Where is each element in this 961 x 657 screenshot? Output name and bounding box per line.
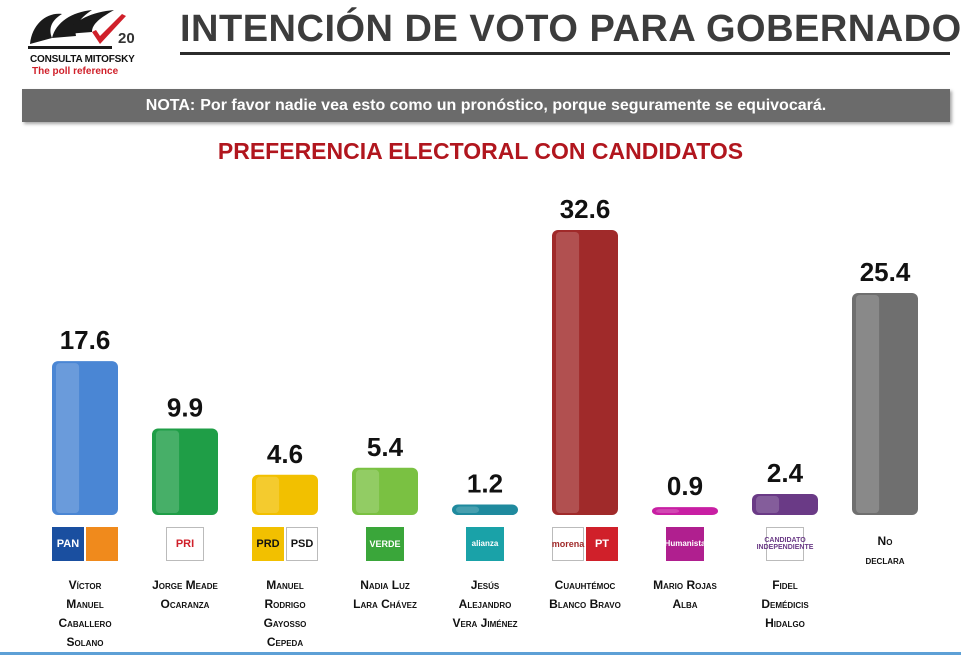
- candidate-name-line: Mario Rojas: [653, 578, 717, 592]
- mitofsky-logo: 20 CONSULTA MITOFSKY The poll reference: [22, 4, 157, 82]
- bar-highlight-1: [56, 363, 80, 513]
- candidate-name-1: Víctor Manuel Caballero Solano: [35, 576, 135, 652]
- header: 20 CONSULTA MITOFSKY The poll reference …: [0, 0, 961, 85]
- candidate-name-5: Jesús Alejandro Vera Jiménez: [435, 576, 535, 633]
- nueva-alianza-logo: alianza: [466, 527, 504, 561]
- bar-9: [852, 292, 918, 515]
- candidate-name-line: No: [877, 534, 893, 548]
- bar-highlight-3: [256, 476, 280, 513]
- candidate-name-line: Vera Jiménez: [452, 616, 518, 630]
- bar-highlight-7: [656, 509, 680, 513]
- bar-4: [352, 467, 418, 515]
- chart-title: PREFERENCIA ELECTORAL CON CANDIDATOS: [217, 138, 744, 164]
- verde-logo: VERDE: [366, 527, 404, 561]
- bar-8: [752, 494, 818, 515]
- candidato-independiente-logo: CANDIDATO INDEPENDIENTE: [757, 527, 813, 561]
- candidate-logos-2: PRI: [144, 526, 226, 562]
- candidate-logos-4: VERDE: [344, 526, 426, 562]
- prd-logo: PRD: [252, 527, 284, 561]
- mitofsky-emblem-icon: [28, 10, 126, 49]
- morena-logo: morena: [552, 527, 584, 561]
- candidate-logos-1: PAN: [44, 526, 126, 562]
- candidate-name-3: Manuel Rodrigo Gayosso Cepeda: [235, 576, 335, 652]
- candidate-name-line: Jorge Meade: [152, 578, 218, 592]
- candidate-name-line: Rodrigo: [264, 597, 306, 611]
- candidate-name-line: declara: [865, 553, 905, 567]
- candidate-name-line: Alba: [672, 597, 698, 611]
- candidate-logos-5: alianza: [444, 526, 526, 562]
- candidate-name-line: Ocaranza: [160, 597, 210, 611]
- value-label-6: 32.6: [560, 194, 611, 224]
- candidate-name-6: Cuauhtémoc Blanco Bravo: [535, 576, 635, 614]
- candidate-logos-8: CANDIDATO INDEPENDIENTE: [744, 526, 826, 562]
- value-label-8: 2.4: [767, 458, 804, 488]
- candidate-logos-6: morena PT: [544, 526, 626, 562]
- candidate-name-line: Cepeda: [266, 635, 304, 649]
- candidate-name-line: Jesús: [470, 578, 500, 592]
- pan-logo: PAN: [52, 527, 84, 561]
- value-label-5: 1.2: [467, 469, 503, 499]
- candidate-name-2: Jorge Meade Ocaranza: [135, 576, 235, 614]
- bar-highlight-2: [156, 430, 180, 513]
- bar-7: [652, 507, 718, 515]
- candidate-name-line: Alejandro: [458, 597, 512, 611]
- movimiento-ciudadano-logo: [86, 527, 118, 561]
- value-label-3: 4.6: [267, 439, 303, 469]
- candidate-name-line: Fidel: [772, 578, 798, 592]
- candidate-name-line: Manuel: [266, 578, 304, 592]
- bar-6: [552, 230, 618, 515]
- note-prefix: NOTA:: [145, 96, 196, 114]
- humanista-logo: Humanista: [665, 527, 705, 561]
- bottom-rule: [0, 652, 961, 655]
- candidate-name-9: No declara: [835, 532, 935, 570]
- value-label-2: 9.9: [167, 392, 203, 422]
- pri-logo: PRI: [166, 527, 204, 561]
- bar-highlight-8: [756, 496, 780, 513]
- logo-name: CONSULTA MITOFSKY: [30, 54, 135, 65]
- candidate-name-8: Fidel Demédicis Hidalgo: [735, 576, 835, 633]
- bar-highlight-9: [856, 294, 880, 513]
- bar-1: [52, 361, 118, 515]
- candidate-name-7: Mario Rojas Alba: [635, 576, 735, 614]
- bar-highlight-4: [356, 469, 380, 513]
- value-label-9: 25.4: [860, 257, 911, 287]
- bar-highlight-6: [556, 232, 580, 513]
- candidate-name-line: Blanco Bravo: [549, 597, 621, 611]
- pt-logo: PT: [586, 527, 618, 561]
- candidate-name-line: Manuel: [66, 597, 104, 611]
- candidate-name-line: Caballero: [58, 616, 112, 630]
- candidate-name-line: Demédicis: [761, 597, 809, 611]
- bar-2: [152, 428, 218, 515]
- value-label-7: 0.9: [667, 471, 703, 501]
- note-text: Por favor nadie vea esto como un pronóst…: [200, 96, 827, 114]
- bar-5: [452, 504, 518, 515]
- value-label-1: 17.6: [60, 325, 111, 355]
- candidate-name-line: Cuauhtémoc: [554, 578, 616, 592]
- value-label-4: 5.4: [367, 432, 404, 462]
- candidate-name-line: Gayosso: [263, 616, 307, 630]
- candidate-name-line: Hidalgo: [765, 616, 805, 630]
- psd-logo: PSD: [286, 527, 318, 561]
- page-title: INTENCIÓN DE VOTO PARA GOBERNADOR: [180, 8, 961, 50]
- candidate-logos-7: Humanista: [644, 526, 726, 562]
- bar-3: [252, 474, 318, 515]
- candidate-name-line: Lara Chávez: [353, 597, 417, 611]
- logo-anniversary: 20: [118, 30, 135, 47]
- candidate-name-line: Solano: [66, 635, 104, 649]
- candidate-name-line: Nadia Luz: [360, 578, 410, 592]
- bar-highlight-5: [456, 506, 480, 513]
- candidate-name-line: Víctor: [68, 578, 102, 592]
- candidate-name-4: Nadia Luz Lara Chávez: [335, 576, 435, 614]
- logo-tagline: The poll reference: [32, 66, 119, 77]
- title-underline: [180, 52, 950, 55]
- candidate-logos-3: PRD PSD: [244, 526, 326, 562]
- note-banner: NOTA: Por favor nadie vea esto como un p…: [22, 89, 950, 122]
